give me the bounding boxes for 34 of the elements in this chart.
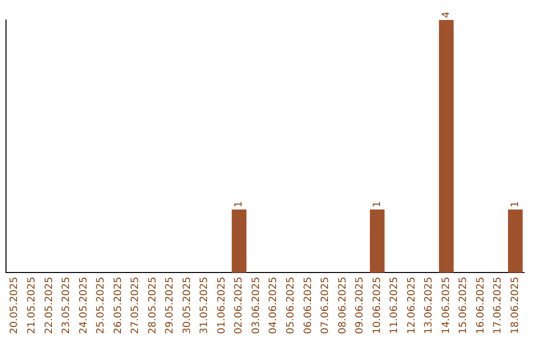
data-label: 1 (234, 201, 245, 208)
x-tick-label: 13.06.2025 (424, 276, 435, 334)
x-tick-label: 26.05.2025 (112, 276, 124, 334)
x-tick-label: 04.06.2025 (268, 276, 280, 334)
data-label: 1 (510, 201, 521, 208)
x-tick-label: 03.06.2025 (250, 276, 262, 334)
x-tick-label: 09.06.2025 (354, 276, 366, 334)
x-tick-label: 02.06.2025 (234, 276, 245, 334)
x-tick-label: 10.06.2025 (372, 276, 383, 334)
x-tick-label: 21.05.2025 (26, 276, 38, 334)
x-tick-label: 24.05.2025 (78, 276, 90, 334)
data-label: 1 (372, 201, 383, 208)
x-tick-label: 18.06.2025 (510, 276, 521, 334)
x-tick-label: 22.05.2025 (44, 276, 55, 334)
x-tick-label: 15.06.2025 (458, 276, 470, 334)
x-tick-label: 11.06.2025 (389, 276, 400, 334)
x-tick-label: 01.06.2025 (216, 276, 228, 334)
x-tick-label: 12.06.2025 (406, 276, 418, 334)
x-tick-label: 14.06.2025 (440, 276, 452, 334)
x-tick-label: 06.06.2025 (302, 276, 314, 334)
x-tick-label: 20.05.2025 (9, 276, 20, 334)
x-tick-label: 31.05.2025 (199, 276, 210, 334)
x-tick-label: 17.06.2025 (492, 276, 504, 334)
x-tick-label: 23.05.2025 (61, 276, 72, 334)
x-tick-label: 08.06.2025 (337, 276, 348, 334)
data-label: 4 (440, 12, 452, 18)
x-tick-label: 27.05.2025 (130, 276, 142, 334)
x-tick-label: 25.05.2025 (96, 276, 107, 334)
x-tick-label: 29.05.2025 (164, 276, 176, 334)
x-tick-label: 16.06.2025 (475, 276, 486, 334)
x-tick-label: 30.05.2025 (182, 276, 193, 334)
x-tick-label: 05.06.2025 (285, 276, 296, 334)
x-tick-label: 07.06.2025 (320, 276, 332, 334)
x-tick-label: 28.05.2025 (147, 276, 158, 334)
